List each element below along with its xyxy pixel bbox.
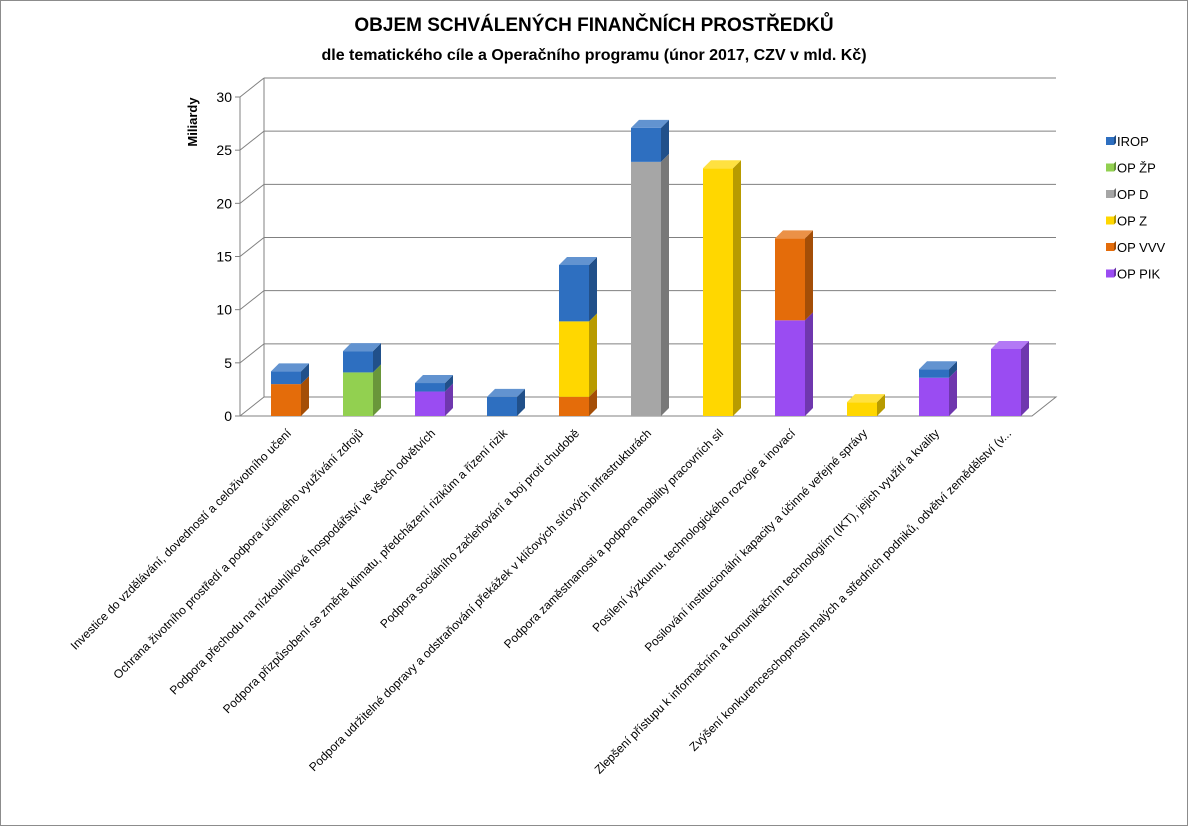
legend-label-irop: IROP xyxy=(1117,134,1149,149)
y-tick-label: 25 xyxy=(216,142,232,158)
y-tick-label: 30 xyxy=(216,89,232,105)
gridline-side xyxy=(239,183,265,204)
bar-top-irop-6 xyxy=(631,119,669,128)
legend: IROP OP ŽP OP D OP Z OP VVV OP PIK xyxy=(1106,134,1166,282)
bar-side-op-pik-10 xyxy=(949,369,957,416)
bar-side-op-zp-2 xyxy=(373,364,381,416)
y-tick-label: 10 xyxy=(216,302,232,318)
legend-swatch-side xyxy=(1114,267,1116,278)
bar-side-irop-1 xyxy=(301,363,309,385)
bar-front-irop-5 xyxy=(559,265,589,322)
bar-side-irop-3 xyxy=(445,375,453,392)
legend-label-op-pik: OP PIK xyxy=(1117,267,1160,282)
x-category-label: Podpora přizpůsobení se změně klimatu, p… xyxy=(220,426,511,717)
legend-swatch-side xyxy=(1114,135,1116,145)
bar-front-op-pik-8 xyxy=(775,320,805,416)
legend-label-op-vvv: OP VVV xyxy=(1117,240,1166,255)
legend-swatch-op-z xyxy=(1106,216,1114,225)
bar-front-op-z-5 xyxy=(559,321,589,397)
bar-side-op-vvv-5 xyxy=(589,388,597,416)
bar-side-op-z-5 xyxy=(589,313,597,397)
gridline-side xyxy=(239,237,265,257)
bar-front-op-pik-10 xyxy=(919,377,949,416)
legend-label-op-z: OP Z xyxy=(1117,214,1147,229)
bar-front-irop-1 xyxy=(271,371,301,385)
x-category-label: Zlepšení přístupu k informačním a komuni… xyxy=(592,426,942,776)
bar-front-op-vvv-1 xyxy=(271,384,301,416)
bar-top-irop-5 xyxy=(559,257,597,266)
bar-front-op-vvv-8 xyxy=(775,238,805,321)
bar-side-op-pik-11 xyxy=(1021,341,1029,416)
bar-top-op-z-7 xyxy=(703,160,741,169)
y-axis-label: Miliardy xyxy=(185,97,200,147)
bar-side-irop-6 xyxy=(661,119,669,162)
bar-front-op-zp-2 xyxy=(343,372,373,416)
gridline-side xyxy=(239,343,265,364)
bar-top-irop-4 xyxy=(487,388,525,397)
legend-swatch-side xyxy=(1114,241,1116,251)
bar-top-irop-10 xyxy=(919,361,957,370)
bar-front-irop-4 xyxy=(487,396,517,416)
legend-swatch-side xyxy=(1114,188,1116,198)
x-category-label: Podpora přechodu na nízkouhlíkové hospod… xyxy=(167,426,438,697)
bar-top-irop-1 xyxy=(271,363,309,372)
y-tick-label: 20 xyxy=(216,195,232,211)
bar-side-op-vvv-1 xyxy=(301,376,309,416)
bar-side-op-pik-3 xyxy=(445,383,453,416)
legend-swatch-op-pik xyxy=(1106,269,1114,278)
bar-front-irop-3 xyxy=(415,383,445,392)
bar-top-op-pik-11 xyxy=(991,341,1029,350)
chart-title: OBJEM SCHVÁLENÝCH FINANČNÍCH PROSTŘEDKŮ xyxy=(354,13,833,36)
bar-top-irop-3 xyxy=(415,375,453,384)
gridline-side xyxy=(239,130,265,151)
y-tick-label: 0 xyxy=(224,408,232,424)
bar-side-irop-5 xyxy=(589,257,597,322)
legend-swatch-op-d xyxy=(1106,190,1114,198)
gridline-side xyxy=(239,77,265,98)
legend-swatch-op-zp xyxy=(1106,163,1114,172)
bar-side-op-vvv-8 xyxy=(805,230,813,321)
bar-front-op-pik-11 xyxy=(991,349,1021,416)
bar-side-op-z-9 xyxy=(877,394,885,416)
legend-swatch-side xyxy=(1114,214,1116,225)
bar-side-irop-2 xyxy=(373,343,381,373)
bar-front-irop-2 xyxy=(343,351,373,373)
bar-side-op-pik-8 xyxy=(805,312,813,416)
bar-top-op-vvv-8 xyxy=(775,230,813,239)
y-tick-label: 5 xyxy=(224,355,232,371)
y-tick-label: 15 xyxy=(216,249,232,265)
chart-subtitle: dle tematického cíle a Operačního progra… xyxy=(321,47,866,64)
bar-front-op-z-9 xyxy=(847,402,877,416)
legend-swatch-side xyxy=(1114,161,1116,172)
bar-top-irop-2 xyxy=(343,343,381,352)
bar-front-irop-10 xyxy=(919,369,949,378)
x-category-label: Zvýšení konkurenceschopnosti malých a st… xyxy=(686,426,1014,754)
legend-label-op-zp: OP ŽP xyxy=(1117,161,1156,176)
bar-top-op-z-9 xyxy=(847,394,885,403)
bar-side-op-d-6 xyxy=(661,153,669,416)
legend-swatch-irop xyxy=(1106,137,1114,145)
gridline-side xyxy=(239,290,265,311)
bar-front-irop-6 xyxy=(631,127,661,162)
bar-side-irop-4 xyxy=(517,388,525,416)
legend-swatch-op-vvv xyxy=(1106,243,1114,251)
legend-label-op-d: OP D xyxy=(1117,187,1149,202)
bar-front-op-d-6 xyxy=(631,161,661,416)
bar-front-op-z-7 xyxy=(703,168,733,416)
bar-front-op-vvv-5 xyxy=(559,396,589,416)
x-category-label: Podpora udržitelné dopravy a odstraňován… xyxy=(306,426,654,774)
x-category-label: Ochrana životního prostředí a podpora úč… xyxy=(110,426,366,682)
bar-front-op-pik-3 xyxy=(415,391,445,416)
bar-side-irop-10 xyxy=(949,361,957,378)
bar-side-op-z-7 xyxy=(733,160,741,416)
